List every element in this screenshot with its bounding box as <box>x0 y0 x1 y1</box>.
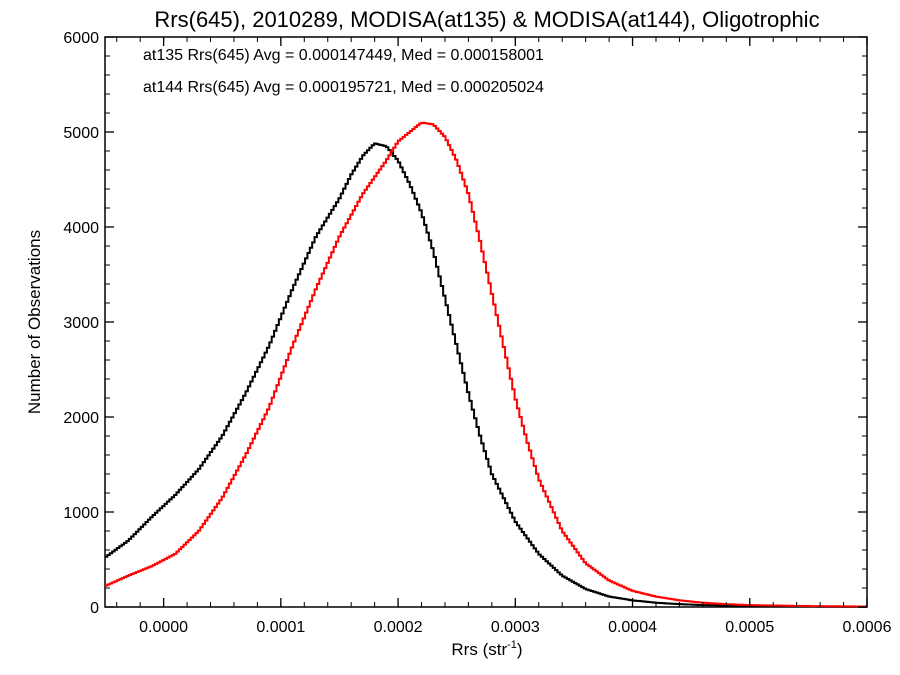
chart-title: Rrs(645), 2010289, MODISA(at135) & MODIS… <box>154 7 819 32</box>
annotation-at135: at135 Rrs(645) Avg = 0.000147449, Med = … <box>143 47 544 64</box>
y-tick-label-6: 6000 <box>63 30 99 47</box>
x-tick-label-3: 0.0003 <box>491 619 540 636</box>
plot-frame <box>104 36 868 608</box>
x-tick-label-1: 0.0001 <box>256 619 305 636</box>
series-layer <box>105 121 867 608</box>
x-axis-label-suffix: ) <box>517 640 523 659</box>
y-tick-label-0: 0 <box>90 600 99 617</box>
y-tick-label-5: 5000 <box>63 125 99 142</box>
x-axis-label-main: Rrs (str <box>451 640 507 659</box>
x-axis-label: Rrs (str-1) <box>451 639 522 659</box>
x-tick-label-6: 0.0006 <box>843 619 892 636</box>
y-tick-label-4: 4000 <box>63 220 99 237</box>
x-tick-label-0: 0.0000 <box>139 619 188 636</box>
y-axis-label: Number of Observations <box>25 230 44 414</box>
x-tick-label-4: 0.0004 <box>608 619 657 636</box>
series-line-1 <box>105 121 867 608</box>
y-tick-label-3: 3000 <box>63 315 99 332</box>
x-tick-label-5: 0.0005 <box>725 619 774 636</box>
y-tick-label-1: 1000 <box>63 505 99 522</box>
tick-layer: 0.0000 0.0001 0.0002 0.0003 0.0004 0.0005 0.00… <box>63 30 891 636</box>
series-line-0 <box>105 142 867 608</box>
annotation-at144: at144 Rrs(645) Avg = 0.000195721, Med = … <box>143 79 544 96</box>
x-axis-label-superscript: -1 <box>507 639 517 651</box>
y-tick-label-2: 2000 <box>63 410 99 427</box>
x-tick-label-2: 0.0002 <box>374 619 423 636</box>
